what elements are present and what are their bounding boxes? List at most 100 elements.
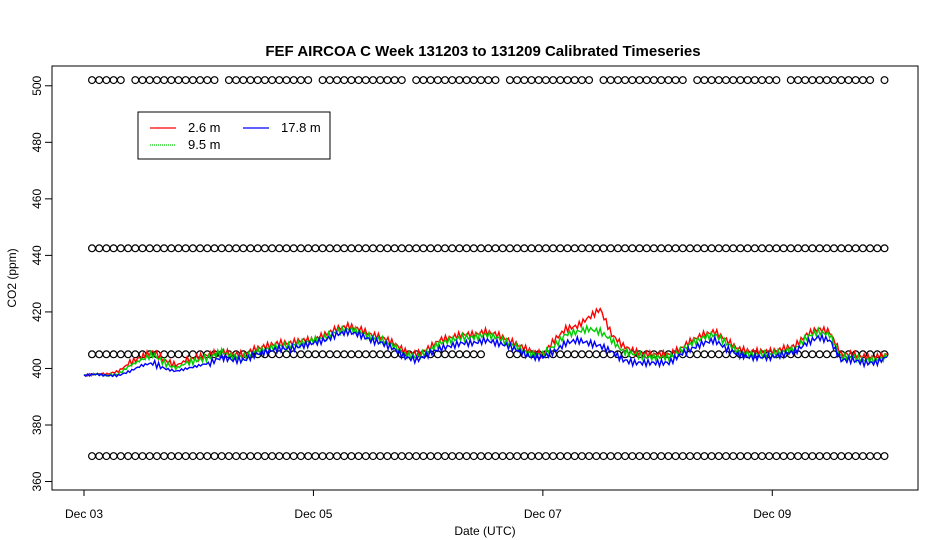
reference-marker <box>174 350 183 359</box>
reference-marker <box>736 76 745 85</box>
reference-marker <box>87 350 96 359</box>
reference-marker <box>866 76 875 85</box>
reference-marker <box>606 452 615 461</box>
reference-marker <box>462 76 471 85</box>
reference-marker <box>282 350 291 359</box>
reference-marker <box>469 452 478 461</box>
reference-marker <box>455 244 464 253</box>
reference-marker <box>491 452 500 461</box>
series-line-2 <box>83 323 888 378</box>
reference-marker <box>621 244 630 253</box>
reference-marker <box>253 244 262 253</box>
reference-marker <box>793 244 802 253</box>
reference-marker <box>743 76 752 85</box>
reference-marker <box>556 350 565 359</box>
reference-marker <box>599 76 608 85</box>
reference-marker <box>880 244 889 253</box>
reference-marker <box>275 76 284 85</box>
reference-marker <box>318 244 327 253</box>
marker-layer <box>87 76 889 461</box>
reference-marker <box>606 76 615 85</box>
reference-marker <box>599 452 608 461</box>
reference-marker <box>779 244 788 253</box>
reference-marker <box>412 76 421 85</box>
reference-marker <box>318 452 327 461</box>
reference-marker <box>484 76 493 85</box>
reference-marker <box>181 244 190 253</box>
reference-marker <box>707 244 716 253</box>
reference-marker <box>793 76 802 85</box>
reference-marker <box>361 452 370 461</box>
reference-marker <box>513 76 522 85</box>
reference-marker <box>433 452 442 461</box>
reference-marker <box>592 244 601 253</box>
reference-marker <box>188 76 197 85</box>
y-tick-label: 360 <box>30 471 44 491</box>
reference-marker <box>750 452 759 461</box>
reference-marker <box>260 244 269 253</box>
reference-marker <box>304 244 313 253</box>
reference-marker <box>721 76 730 85</box>
legend-box <box>137 111 331 160</box>
reference-marker <box>635 244 644 253</box>
reference-marker <box>160 76 169 85</box>
reference-marker <box>224 76 233 85</box>
reference-marker <box>844 244 853 253</box>
reference-marker <box>289 244 298 253</box>
reference-marker <box>808 244 817 253</box>
reference-marker <box>714 244 723 253</box>
y-tick-label: 460 <box>30 189 44 209</box>
reference-marker <box>188 244 197 253</box>
reference-marker <box>361 350 370 359</box>
reference-marker <box>585 76 594 85</box>
reference-marker <box>455 452 464 461</box>
reference-marker <box>462 452 471 461</box>
reference-marker <box>678 244 687 253</box>
reference-marker <box>527 76 536 85</box>
reference-marker <box>693 350 702 359</box>
reference-marker <box>657 76 666 85</box>
reference-marker <box>354 452 363 461</box>
reference-marker <box>203 452 212 461</box>
reference-marker <box>613 76 622 85</box>
reference-marker <box>671 244 680 253</box>
reference-marker <box>246 244 255 253</box>
reference-marker <box>333 350 342 359</box>
reference-marker <box>642 244 651 253</box>
reference-marker <box>577 244 586 253</box>
reference-marker <box>693 452 702 461</box>
reference-marker <box>340 452 349 461</box>
reference-marker <box>577 350 586 359</box>
reference-marker <box>109 350 118 359</box>
reference-marker <box>390 244 399 253</box>
reference-marker <box>383 350 392 359</box>
reference-marker <box>347 76 356 85</box>
reference-marker <box>635 76 644 85</box>
reference-marker <box>102 76 111 85</box>
reference-marker <box>181 350 190 359</box>
reference-marker <box>563 350 572 359</box>
x-tick-label: Dec 05 <box>294 507 332 521</box>
reference-marker <box>296 244 305 253</box>
reference-marker <box>685 452 694 461</box>
y-axis: 360 380 400 420 440 460 480 500 <box>30 75 52 492</box>
reference-marker <box>534 452 543 461</box>
reference-marker <box>736 244 745 253</box>
reference-marker <box>167 350 176 359</box>
reference-marker <box>563 76 572 85</box>
reference-marker <box>347 244 356 253</box>
reference-marker <box>549 244 558 253</box>
reference-marker <box>333 244 342 253</box>
reference-marker <box>527 244 536 253</box>
reference-marker <box>419 76 428 85</box>
reference-marker <box>491 244 500 253</box>
reference-marker <box>441 244 450 253</box>
reference-marker <box>131 244 140 253</box>
reference-marker <box>354 350 363 359</box>
reference-marker <box>866 452 875 461</box>
reference-marker <box>354 244 363 253</box>
reference-marker <box>116 76 125 85</box>
reference-marker <box>505 76 514 85</box>
reference-marker <box>549 452 558 461</box>
